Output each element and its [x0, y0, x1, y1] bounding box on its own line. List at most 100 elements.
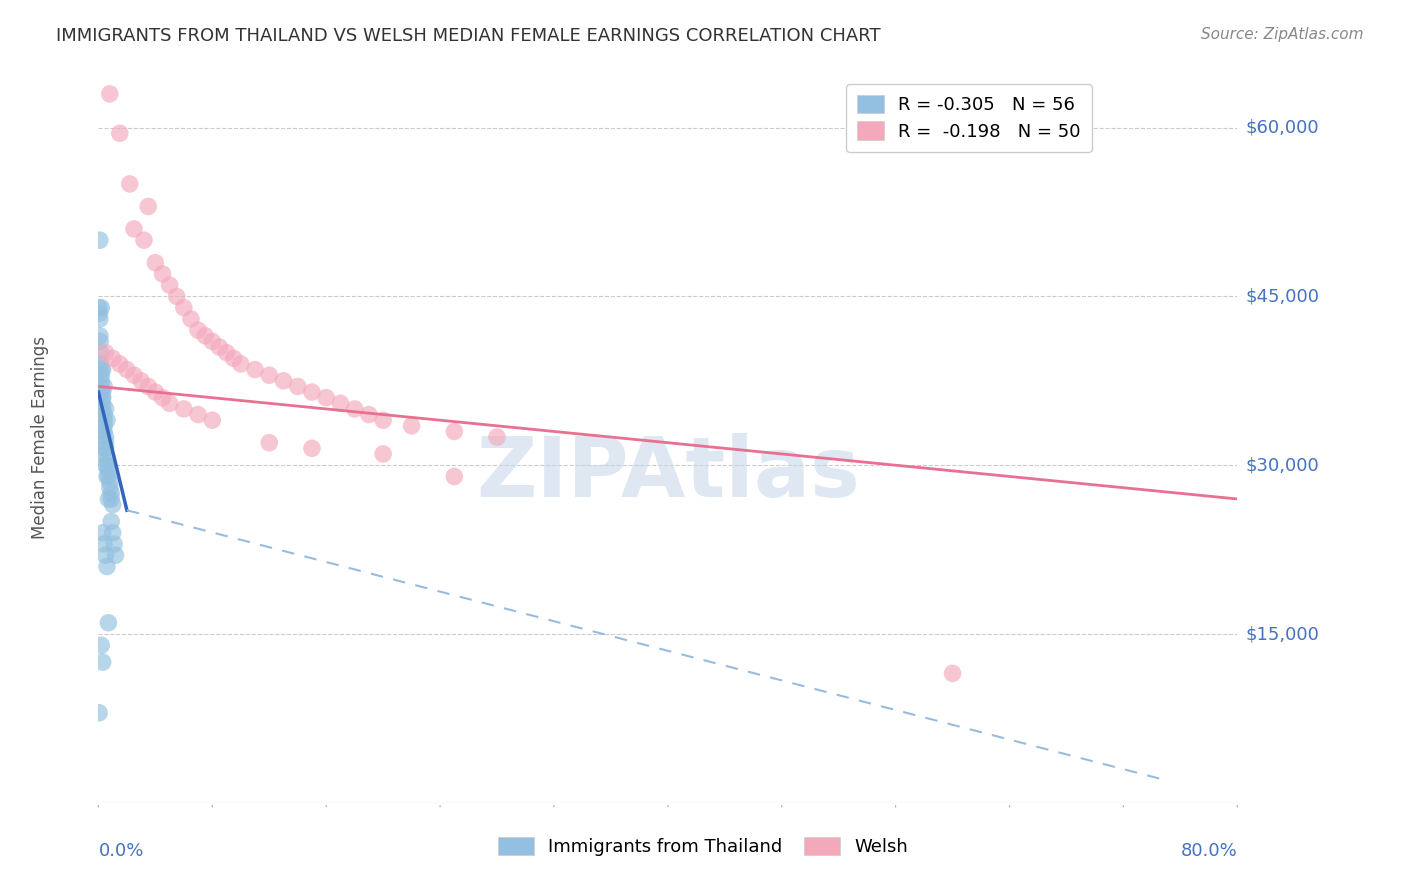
- Point: [122, 222, 145, 236]
- Text: 80.0%: 80.0%: [1181, 842, 1237, 860]
- Point: [103, 537, 125, 551]
- Point: [90, 362, 112, 376]
- Point: [93, 418, 115, 433]
- Point: [90, 379, 112, 393]
- Point: [98, 481, 121, 495]
- Point: [93, 379, 115, 393]
- Point: [108, 357, 131, 371]
- Point: [89, 334, 111, 349]
- Point: [97, 491, 120, 506]
- Point: [180, 312, 202, 326]
- Point: [96, 559, 118, 574]
- Point: [94, 447, 117, 461]
- Point: [101, 351, 124, 366]
- Point: [90, 368, 112, 383]
- Point: [90, 345, 112, 359]
- Point: [91, 391, 114, 405]
- Point: [91, 525, 114, 540]
- Point: [115, 362, 138, 376]
- Point: [315, 391, 337, 405]
- Point: [93, 408, 115, 422]
- Point: [201, 334, 224, 349]
- Point: [90, 374, 112, 388]
- Point: [443, 469, 465, 483]
- Legend: Immigrants from Thailand, Welsh: Immigrants from Thailand, Welsh: [488, 828, 918, 865]
- Point: [91, 655, 114, 669]
- Text: $45,000: $45,000: [1246, 287, 1320, 305]
- Point: [100, 491, 122, 506]
- Point: [94, 401, 117, 416]
- Point: [301, 385, 323, 400]
- Text: ZIPAtlas: ZIPAtlas: [475, 434, 860, 514]
- Point: [97, 469, 120, 483]
- Point: [93, 537, 115, 551]
- Point: [166, 289, 188, 303]
- Point: [136, 379, 159, 393]
- Point: [94, 430, 117, 444]
- Point: [343, 401, 366, 416]
- Point: [159, 396, 181, 410]
- Point: [101, 498, 124, 512]
- Point: [287, 379, 309, 393]
- Point: [187, 408, 209, 422]
- Text: Source: ZipAtlas.com: Source: ZipAtlas.com: [1201, 27, 1364, 42]
- Text: 0.0%: 0.0%: [98, 842, 143, 860]
- Text: $30,000: $30,000: [1246, 456, 1319, 475]
- Point: [96, 413, 118, 427]
- Point: [243, 362, 266, 376]
- Point: [93, 413, 115, 427]
- Point: [96, 469, 118, 483]
- Point: [97, 464, 120, 478]
- Point: [486, 430, 509, 444]
- Point: [94, 442, 117, 456]
- Point: [201, 413, 224, 427]
- Point: [273, 374, 295, 388]
- Point: [93, 425, 115, 439]
- Point: [89, 233, 111, 247]
- Point: [301, 442, 323, 456]
- Point: [98, 87, 121, 101]
- Point: [122, 368, 145, 383]
- Point: [91, 396, 114, 410]
- Point: [145, 385, 167, 400]
- Point: [229, 357, 252, 371]
- Point: [93, 442, 115, 456]
- Point: [91, 385, 114, 400]
- Point: [90, 357, 112, 371]
- Point: [373, 447, 395, 461]
- Text: Median Female Earnings: Median Female Earnings: [31, 335, 49, 539]
- Point: [89, 301, 111, 315]
- Point: [136, 199, 159, 213]
- Point: [373, 413, 395, 427]
- Point: [89, 328, 111, 343]
- Point: [152, 267, 174, 281]
- Point: [94, 345, 117, 359]
- Point: [101, 525, 124, 540]
- Point: [94, 458, 117, 473]
- Point: [91, 362, 114, 376]
- Point: [259, 368, 281, 383]
- Point: [132, 233, 155, 247]
- Point: [89, 312, 111, 326]
- Point: [100, 515, 122, 529]
- Point: [94, 435, 117, 450]
- Point: [145, 255, 167, 269]
- Point: [152, 391, 174, 405]
- Point: [96, 458, 118, 473]
- Point: [173, 401, 195, 416]
- Point: [91, 401, 114, 416]
- Point: [222, 351, 245, 366]
- Point: [91, 391, 114, 405]
- Point: [118, 177, 141, 191]
- Point: [208, 340, 231, 354]
- Point: [173, 301, 195, 315]
- Point: [98, 475, 121, 489]
- Point: [94, 548, 117, 562]
- Point: [104, 548, 127, 562]
- Point: [129, 374, 152, 388]
- Point: [194, 328, 217, 343]
- Point: [91, 425, 114, 439]
- Point: [108, 126, 131, 140]
- Text: IMMIGRANTS FROM THAILAND VS WELSH MEDIAN FEMALE EARNINGS CORRELATION CHART: IMMIGRANTS FROM THAILAND VS WELSH MEDIAN…: [56, 27, 882, 45]
- Point: [215, 345, 238, 359]
